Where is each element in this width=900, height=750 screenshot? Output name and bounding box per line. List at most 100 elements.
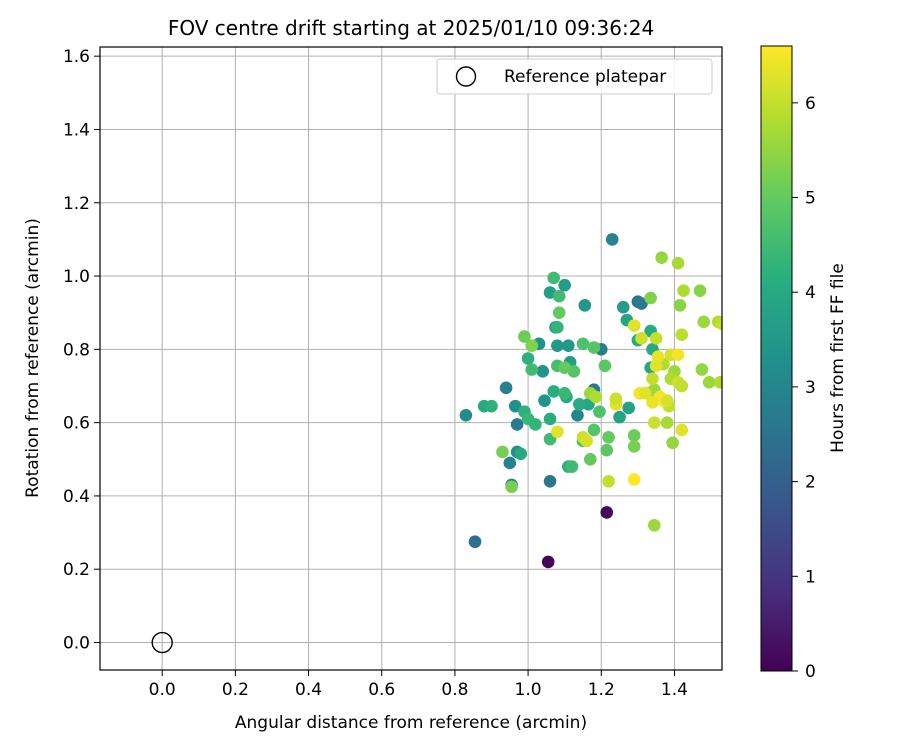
data-point xyxy=(518,330,531,343)
data-point xyxy=(715,317,722,330)
data-point xyxy=(547,271,560,285)
data-point xyxy=(547,385,560,398)
data-point xyxy=(551,339,564,352)
data-point xyxy=(649,332,663,345)
data-point xyxy=(638,387,652,400)
colorbar-gradient xyxy=(760,45,793,672)
x-tick-label: 0.4 xyxy=(295,680,322,700)
data-point xyxy=(541,555,555,569)
data-point xyxy=(671,256,685,270)
data-point xyxy=(644,291,657,305)
x-tick-label: 0.0 xyxy=(149,680,176,700)
x-tick-label: 0.2 xyxy=(222,680,249,700)
y-ticks: 0.0 0.2 0.4 0.6 0.8 1.0 1.2 1.4 1.6 xyxy=(63,47,100,654)
colorbar-tick-label: 4 xyxy=(805,283,816,303)
colorbar-tick-label: 0 xyxy=(805,662,816,682)
data-point xyxy=(627,429,641,442)
data-point xyxy=(587,341,601,354)
colorbar: 0 1 2 3 4 5 6 Hours from first FF file xyxy=(760,45,848,682)
data-point xyxy=(635,297,648,310)
legend-marker-icon xyxy=(455,66,477,87)
data-point xyxy=(677,284,690,298)
data-point xyxy=(510,418,524,431)
data-point xyxy=(521,352,535,365)
data-point xyxy=(627,319,641,332)
data-point xyxy=(635,332,648,345)
data-point xyxy=(646,372,659,385)
data-point xyxy=(580,434,593,448)
colorbar-tick-label: 2 xyxy=(805,473,816,493)
reference-point xyxy=(151,631,173,654)
data-point xyxy=(468,535,482,549)
colorbar-tick-label: 6 xyxy=(805,94,816,114)
colorbar-ticks: 0 1 2 3 4 5 6 xyxy=(792,94,816,682)
x-tick-label: 0.6 xyxy=(368,680,395,700)
y-tick-label: 1.2 xyxy=(63,194,90,214)
data-point xyxy=(598,359,612,373)
data-point xyxy=(613,410,626,424)
data-point xyxy=(646,396,659,409)
data-point xyxy=(543,474,557,488)
x-tick-label: 0.8 xyxy=(441,680,468,700)
y-tick-label: 0.4 xyxy=(63,487,90,507)
data-point xyxy=(605,233,619,246)
data-point xyxy=(660,416,674,429)
data-point xyxy=(702,376,716,389)
data-point xyxy=(499,381,513,395)
data-point xyxy=(666,436,679,450)
data-point xyxy=(675,423,689,437)
y-tick-label: 0.0 xyxy=(63,634,90,654)
data-point xyxy=(655,251,668,265)
y-tick-label: 1.4 xyxy=(63,120,90,140)
data-point xyxy=(558,278,571,292)
x-axis-label: Angular distance from reference (arcmin) xyxy=(235,713,587,733)
data-point xyxy=(600,443,614,457)
reference-marker xyxy=(151,631,173,654)
y-tick-label: 0.8 xyxy=(63,340,90,360)
data-point xyxy=(529,418,542,431)
y-tick-label: 1.6 xyxy=(63,47,90,67)
data-point xyxy=(565,460,579,473)
data-point xyxy=(589,390,603,404)
data-point xyxy=(538,394,551,407)
data-point xyxy=(552,306,566,319)
data-point xyxy=(602,474,615,488)
colorbar-tick-label: 3 xyxy=(805,378,816,398)
legend-box xyxy=(436,58,713,95)
data-point xyxy=(536,365,550,378)
data-point xyxy=(622,401,635,415)
legend-entry: Reference platepar xyxy=(504,67,666,87)
grid xyxy=(100,47,722,670)
data-point xyxy=(673,299,687,312)
colorbar-tick-label: 5 xyxy=(805,189,816,209)
data-point xyxy=(649,359,663,373)
data-point xyxy=(587,423,601,437)
data-point xyxy=(648,518,661,532)
data-point xyxy=(675,379,689,393)
x-tick-label: 1.4 xyxy=(661,680,688,700)
legend: Reference platepar xyxy=(436,58,713,95)
data-point xyxy=(485,399,498,413)
data-point xyxy=(648,416,661,429)
y-axis-label: Rotation from reference (arcmin) xyxy=(23,218,43,498)
data-point xyxy=(571,409,584,422)
data-point xyxy=(551,425,564,439)
data-point xyxy=(459,409,473,422)
data-point xyxy=(693,284,707,298)
y-tick-label: 0.6 xyxy=(63,414,90,434)
data-point xyxy=(578,299,592,312)
data-point xyxy=(573,398,586,411)
data-point xyxy=(525,363,539,376)
data-point xyxy=(602,430,615,444)
data-point xyxy=(713,376,722,389)
data-point xyxy=(627,473,641,486)
data-point xyxy=(695,363,709,376)
data-point xyxy=(503,456,517,470)
colorbar-tick-label: 1 xyxy=(805,567,816,587)
data-point xyxy=(525,339,539,352)
x-tick-label: 1.0 xyxy=(515,680,542,700)
scatter-points xyxy=(459,233,722,569)
data-point xyxy=(558,387,571,400)
plot-frame xyxy=(99,46,723,671)
data-point xyxy=(508,399,522,413)
